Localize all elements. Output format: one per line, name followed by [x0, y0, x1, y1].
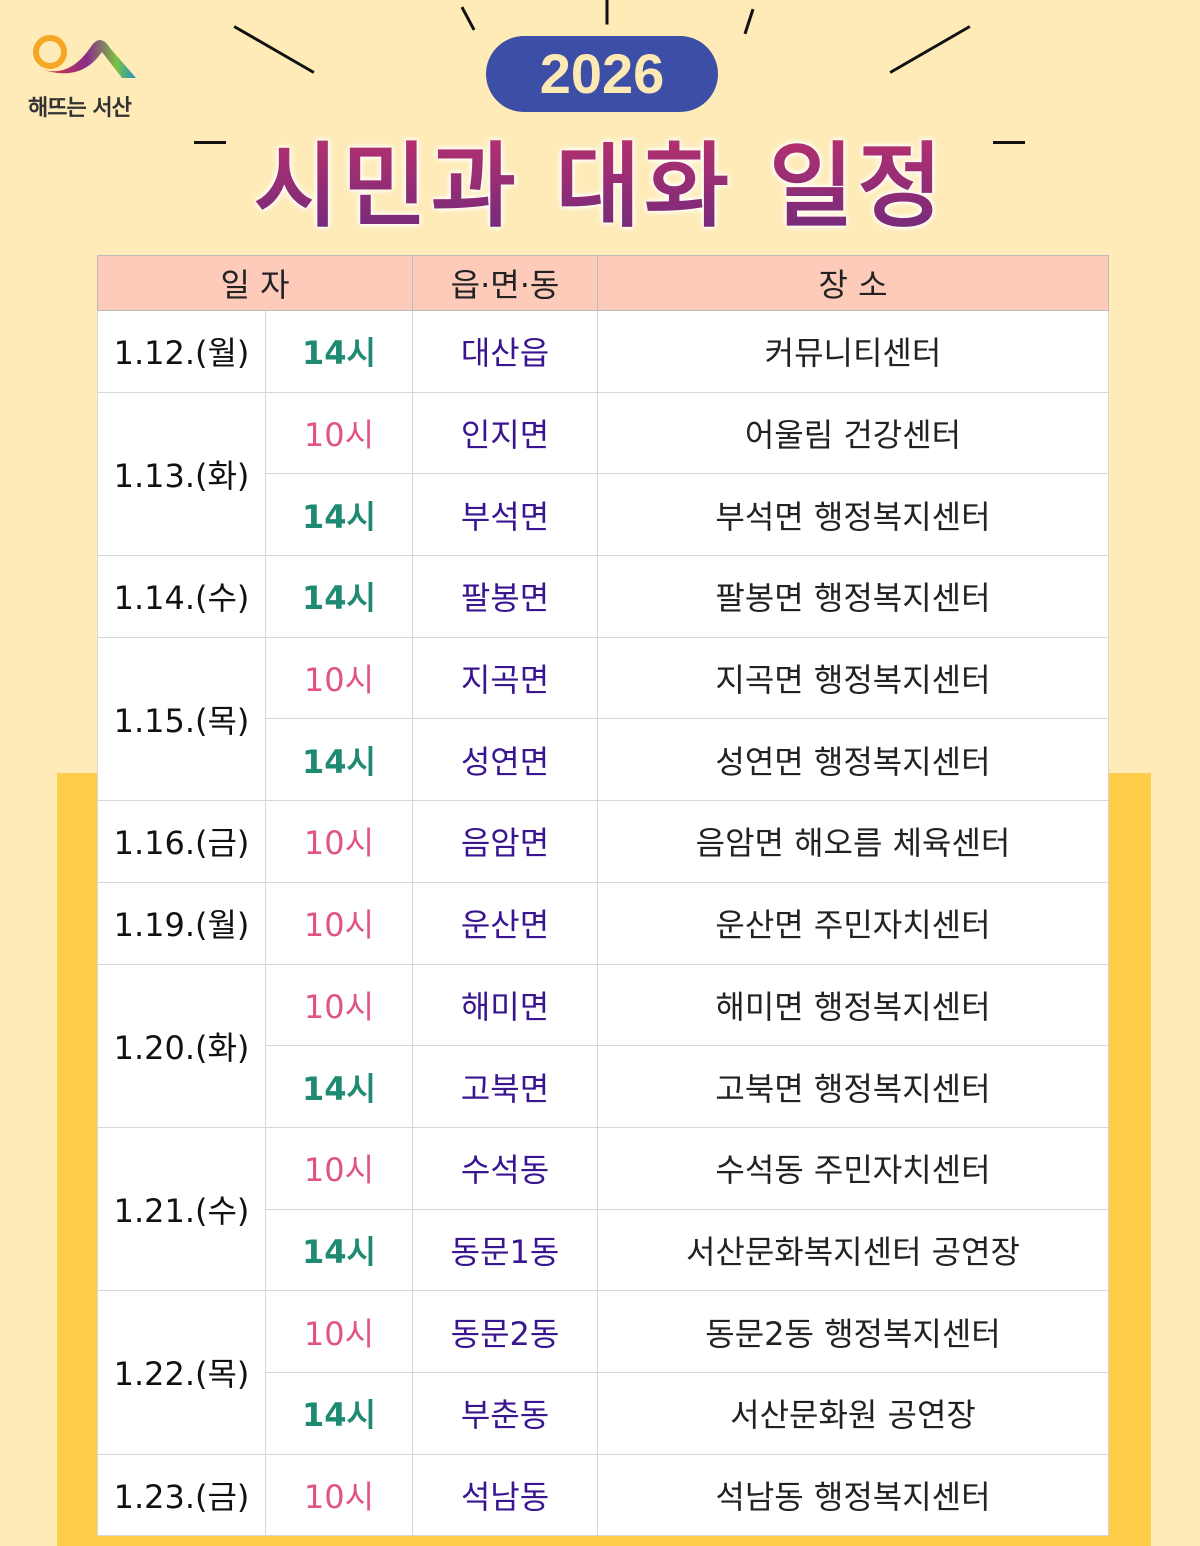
place-cell: 서산문화원 공연장: [597, 1371, 1109, 1455]
date-cell: 1.13.(화): [97, 391, 266, 557]
place-cell: 수석동 주민자치센터: [597, 1126, 1109, 1210]
table-row: 1.13.(화) 10시 인지면 어울림 건강센터: [97, 391, 1109, 557]
time-cell: 10시: [265, 1290, 413, 1373]
decorative-dash: [194, 141, 226, 144]
place-cell: 해미면 행정복지센터: [597, 963, 1109, 1047]
decorative-ray: [460, 6, 476, 31]
table-row: 1.21.(수) 10시 수석동 수석동 주민자치센터: [97, 1126, 1109, 1292]
area-cell: 팔봉면: [412, 555, 598, 638]
schedule-table: 일 자 읍·면·동 장 소 1.12.(월) 14시 대산읍 커뮤니티센터 1.13.(…: [97, 255, 1109, 1537]
area-cell: 해미면: [412, 963, 598, 1047]
area-cell: 동문1동: [412, 1208, 598, 1292]
time-cell: 14시: [265, 718, 413, 802]
place-cell: 팔봉면 행정복지센터: [597, 555, 1109, 638]
table-row: 14시 고북면 고북면 행정복지센터: [98, 1045, 1109, 1128]
table-row: 14시 부석면 부석면 행정복지센터: [98, 473, 1109, 557]
area-cell: 음암면: [412, 800, 598, 883]
table-row: 14시 동문1동 서산문화복지센터 공연장: [98, 1208, 1109, 1292]
place-cell: 어울림 건강센터: [597, 391, 1109, 475]
table-row: 1.14.(수) 14시 팔봉면 팔봉면 행정복지센터: [97, 555, 1109, 638]
place-cell: 석남동 행정복지센터: [597, 1453, 1109, 1537]
decorative-dash: [993, 141, 1025, 144]
date-cell: 1.20.(화): [97, 963, 266, 1128]
table-row: 1.12.(월) 14시 대산읍 커뮤니티센터: [97, 310, 1109, 393]
place-cell: 부석면 행정복지센터: [597, 473, 1109, 557]
time-cell: 14시: [265, 555, 413, 638]
place-cell: 커뮤니티센터: [597, 310, 1109, 393]
place-cell: 지곡면 행정복지센터: [597, 636, 1109, 720]
date-cell: 1.19.(월): [97, 881, 266, 965]
date-cell: 1.16.(금): [97, 800, 266, 883]
area-cell: 수석동: [412, 1126, 598, 1210]
table-row: 1.16.(금) 10시 음암면 음암면 해오름 체육센터: [97, 800, 1109, 883]
place-cell: 음암면 해오름 체육센터: [597, 800, 1109, 883]
time-cell: 10시: [265, 391, 413, 475]
place-cell: 서산문화복지센터 공연장: [597, 1208, 1109, 1292]
table-row: 1.20.(화) 10시 해미면 해미면 행정복지센터: [97, 963, 1109, 1128]
table-row: 1.15.(목) 10시 지곡면 지곡면 행정복지센터: [97, 636, 1109, 802]
area-cell: 인지면: [412, 391, 598, 475]
date-cell: 1.15.(목): [97, 636, 266, 802]
area-cell: 운산면: [412, 881, 598, 965]
header-place: 장 소: [597, 255, 1109, 311]
date-cell: 1.22.(목): [97, 1290, 266, 1455]
area-cell: 지곡면: [412, 636, 598, 720]
time-cell: 10시: [265, 1453, 413, 1537]
area-cell: 석남동: [412, 1453, 598, 1537]
year-badge: 2026: [486, 36, 718, 112]
decorative-ray: [233, 25, 315, 74]
area-cell: 부춘동: [412, 1371, 598, 1455]
table-row: 1.23.(금) 10시 석남동 석남동 행정복지센터: [97, 1453, 1109, 1537]
decorative-ray: [889, 25, 971, 74]
place-cell: 성연면 행정복지센터: [597, 718, 1109, 802]
seosan-logo-icon: [33, 35, 136, 78]
time-cell: 14시: [265, 1045, 413, 1128]
table-row: 14시 부춘동 서산문화원 공연장: [98, 1371, 1109, 1455]
place-cell: 동문2동 행정복지센터: [597, 1290, 1109, 1373]
header-area: 읍·면·동: [412, 255, 598, 311]
time-cell: 10시: [265, 1126, 413, 1210]
date-cell: 1.14.(수): [97, 555, 266, 638]
date-cell: 1.12.(월): [97, 310, 266, 393]
table-row: 1.22.(목) 10시 동문2동 동문2동 행정복지센터: [97, 1290, 1109, 1455]
logo-text: 해뜨는 서산: [28, 96, 132, 121]
decorative-ray: [743, 8, 755, 35]
time-cell: 10시: [265, 800, 413, 883]
page-title: 시민과 대화 일정: [0, 112, 1200, 245]
time-cell: 10시: [265, 881, 413, 965]
date-cell: 1.21.(수): [97, 1126, 266, 1292]
area-cell: 동문2동: [412, 1290, 598, 1373]
table-row: 14시 성연면 성연면 행정복지센터: [98, 718, 1109, 802]
table-row: 1.19.(월) 10시 운산면 운산면 주민자치센터: [97, 881, 1109, 965]
table-header-row: 일 자 읍·면·동 장 소: [97, 255, 1109, 311]
place-cell: 고북면 행정복지센터: [597, 1045, 1109, 1128]
time-cell: 10시: [265, 963, 413, 1047]
area-cell: 부석면: [412, 473, 598, 557]
area-cell: 대산읍: [412, 310, 598, 393]
area-cell: 성연면: [412, 718, 598, 802]
time-cell: 14시: [265, 473, 413, 557]
date-cell: 1.23.(금): [97, 1453, 266, 1537]
header-date: 일 자: [97, 255, 413, 311]
place-cell: 운산면 주민자치센터: [597, 881, 1109, 965]
decorative-ray: [605, 0, 609, 25]
area-cell: 고북면: [412, 1045, 598, 1128]
time-cell: 14시: [265, 1371, 413, 1455]
time-cell: 10시: [265, 636, 413, 720]
time-cell: 14시: [265, 310, 413, 393]
time-cell: 14시: [265, 1208, 413, 1292]
